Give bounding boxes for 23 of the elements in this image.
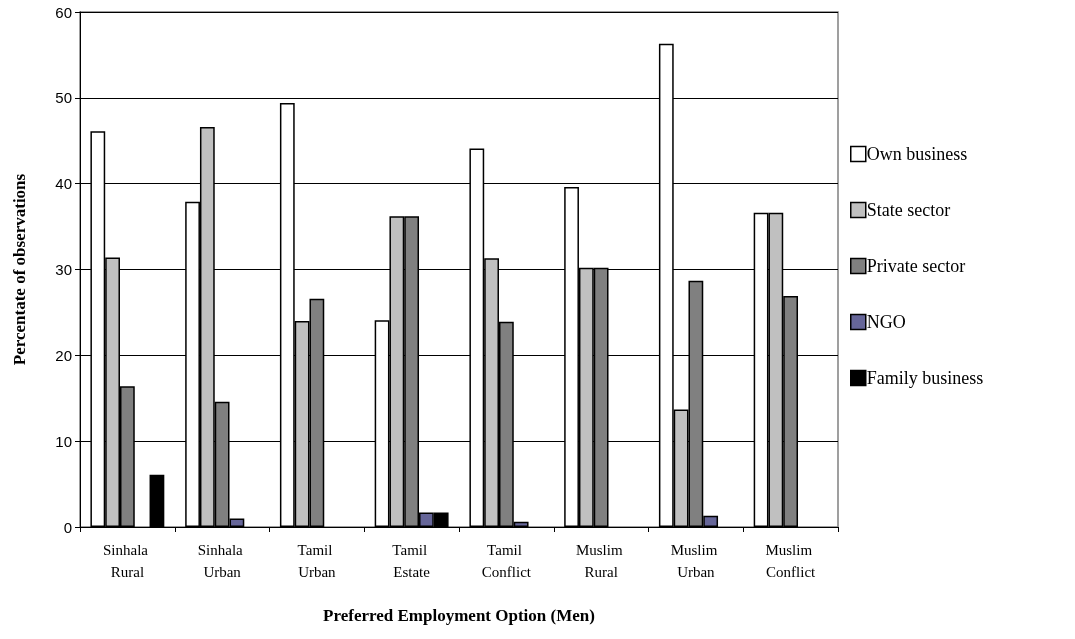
x-tick-label: Sinhala Urban: [197, 542, 247, 580]
y-tick-label: 50: [55, 89, 72, 107]
x-tick-label: Muslim Conflict: [765, 542, 817, 580]
y-tick-label: 10: [55, 432, 72, 450]
x-tick-label: Sinhala Rural: [103, 542, 152, 580]
x-axis-title: Preferred Employment Option (Men): [323, 606, 595, 625]
legend-label: Own business: [866, 144, 968, 164]
y-axis-title: Percentate of observations: [10, 173, 29, 366]
y-tick-label: 40: [55, 175, 72, 193]
legend-label: NGO: [866, 312, 906, 332]
legend-label: Private sector: [866, 256, 966, 276]
y-tick-label: 60: [55, 3, 72, 21]
y-tick-label: 20: [55, 346, 72, 364]
x-tick-label: Tamil Urban: [297, 542, 337, 580]
x-tick-label: Tamil Estate: [392, 542, 431, 580]
x-tick-label: Tamil Conflict: [481, 542, 532, 580]
y-tick-label: 0: [63, 518, 72, 536]
legend-label: State sector: [866, 200, 951, 220]
y-tick-label: 30: [55, 261, 72, 278]
legend-label: Family business: [866, 368, 984, 388]
bar: [149, 474, 165, 527]
x-tick-label: Muslim Urban: [670, 542, 722, 580]
x-tick-label: Muslim Rural: [575, 542, 627, 580]
